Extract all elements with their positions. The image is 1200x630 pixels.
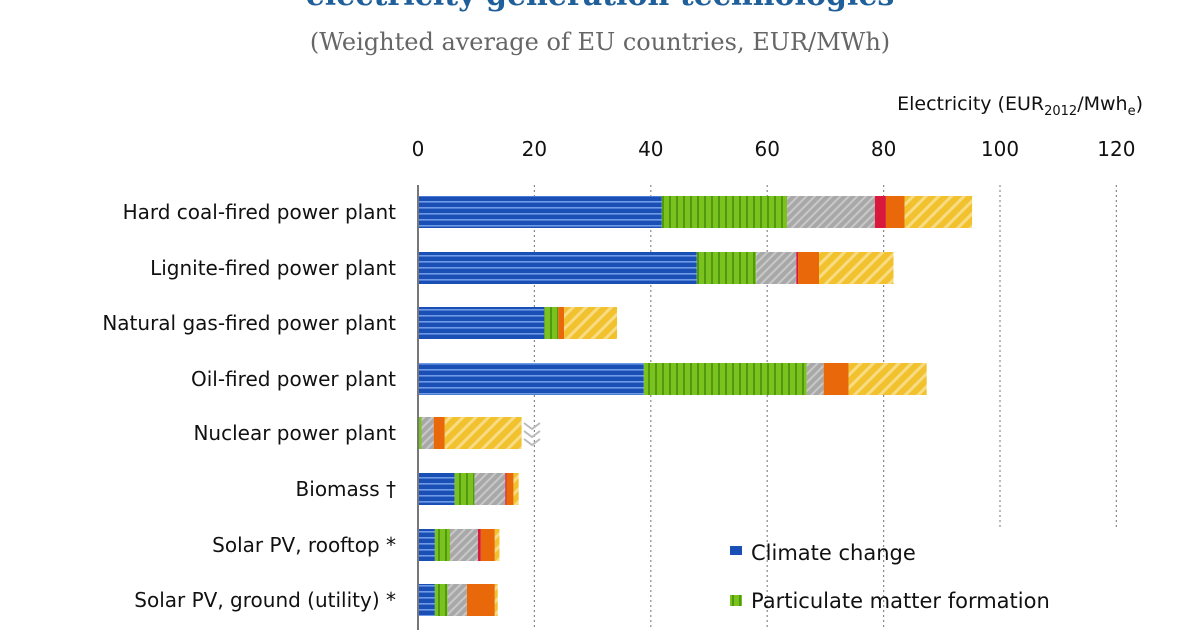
bar-segment	[418, 307, 545, 339]
category-label: Hard coal-fired power plant	[123, 200, 397, 224]
bar-segment	[904, 196, 973, 228]
bar-segment	[450, 529, 478, 561]
bar-segment	[798, 252, 819, 284]
bar-segment	[421, 417, 434, 449]
bar-segment	[564, 307, 618, 339]
category-label: Biomass †	[296, 477, 396, 501]
bar-segment	[418, 529, 435, 561]
bar-segment	[418, 473, 455, 505]
bar-segment	[480, 529, 495, 561]
x-tick-label: 100	[981, 137, 1019, 161]
bar-segment	[494, 584, 498, 616]
bar-segment	[477, 529, 481, 561]
x-tick-label: 20	[522, 137, 547, 161]
bar-segment	[885, 196, 905, 228]
bar-segment	[756, 252, 797, 284]
bar-segment	[506, 473, 514, 505]
bar-segment	[505, 473, 507, 505]
bar-segment	[643, 363, 807, 395]
bar-segment	[444, 417, 522, 449]
bar-segment	[513, 473, 519, 505]
x-tick-label: 40	[638, 137, 663, 161]
bar-segment	[558, 307, 565, 339]
bar-segment	[466, 584, 495, 616]
bar-segment	[418, 363, 644, 395]
legend-label-climate-change: Climate change	[751, 541, 916, 565]
legend-label-particulate-matter: Particulate matter formation	[751, 589, 1050, 613]
bar-segment	[544, 307, 559, 339]
bar-segment	[454, 473, 475, 505]
legend-swatch-particulate-matter	[730, 595, 742, 606]
x-tick-label: 80	[871, 137, 896, 161]
category-label: Nuclear power plant	[193, 421, 396, 445]
bar-segment	[696, 252, 757, 284]
legend: Climate change Particulate matter format…	[730, 541, 1050, 613]
bar-segment	[418, 252, 697, 284]
chart-title: electricity generation technologies	[0, 0, 1200, 13]
bar-segment	[433, 417, 445, 449]
category-label: Solar PV, ground (utility) *	[134, 588, 396, 612]
chart-subtitle: (Weighted average of EU countries, EUR/M…	[309, 28, 891, 56]
category-label: Lignite-fired power plant	[150, 256, 396, 280]
bar-segment	[796, 252, 799, 284]
bar-segment	[823, 363, 849, 395]
axis-break-icon	[523, 422, 541, 447]
bar-segment	[494, 529, 500, 561]
bar-segment	[418, 417, 422, 449]
x-tick-label: 60	[754, 137, 779, 161]
bar-segment	[806, 363, 824, 395]
bar-segment	[474, 473, 506, 505]
bar-segment	[874, 196, 886, 228]
category-label: Oil-fired power plant	[191, 367, 396, 391]
bar-segment	[434, 529, 451, 561]
bar-segment	[447, 584, 467, 616]
x-axis-title: Electricity (EUR2012/Mwhe)	[897, 93, 1143, 119]
bar-segment	[786, 196, 875, 228]
bar-segment	[661, 196, 787, 228]
category-label: Solar PV, rooftop *	[212, 533, 396, 557]
bar-segment	[418, 196, 662, 228]
bar-segment	[434, 584, 448, 616]
category-label: Natural gas-fired power plant	[102, 311, 396, 335]
bar-segment	[418, 584, 435, 616]
bar-segment	[818, 252, 894, 284]
x-tick-label: 0	[412, 137, 425, 161]
legend-swatch-climate-change	[730, 546, 742, 555]
bar-segment	[848, 363, 927, 395]
x-tick-label: 120	[1097, 137, 1135, 161]
